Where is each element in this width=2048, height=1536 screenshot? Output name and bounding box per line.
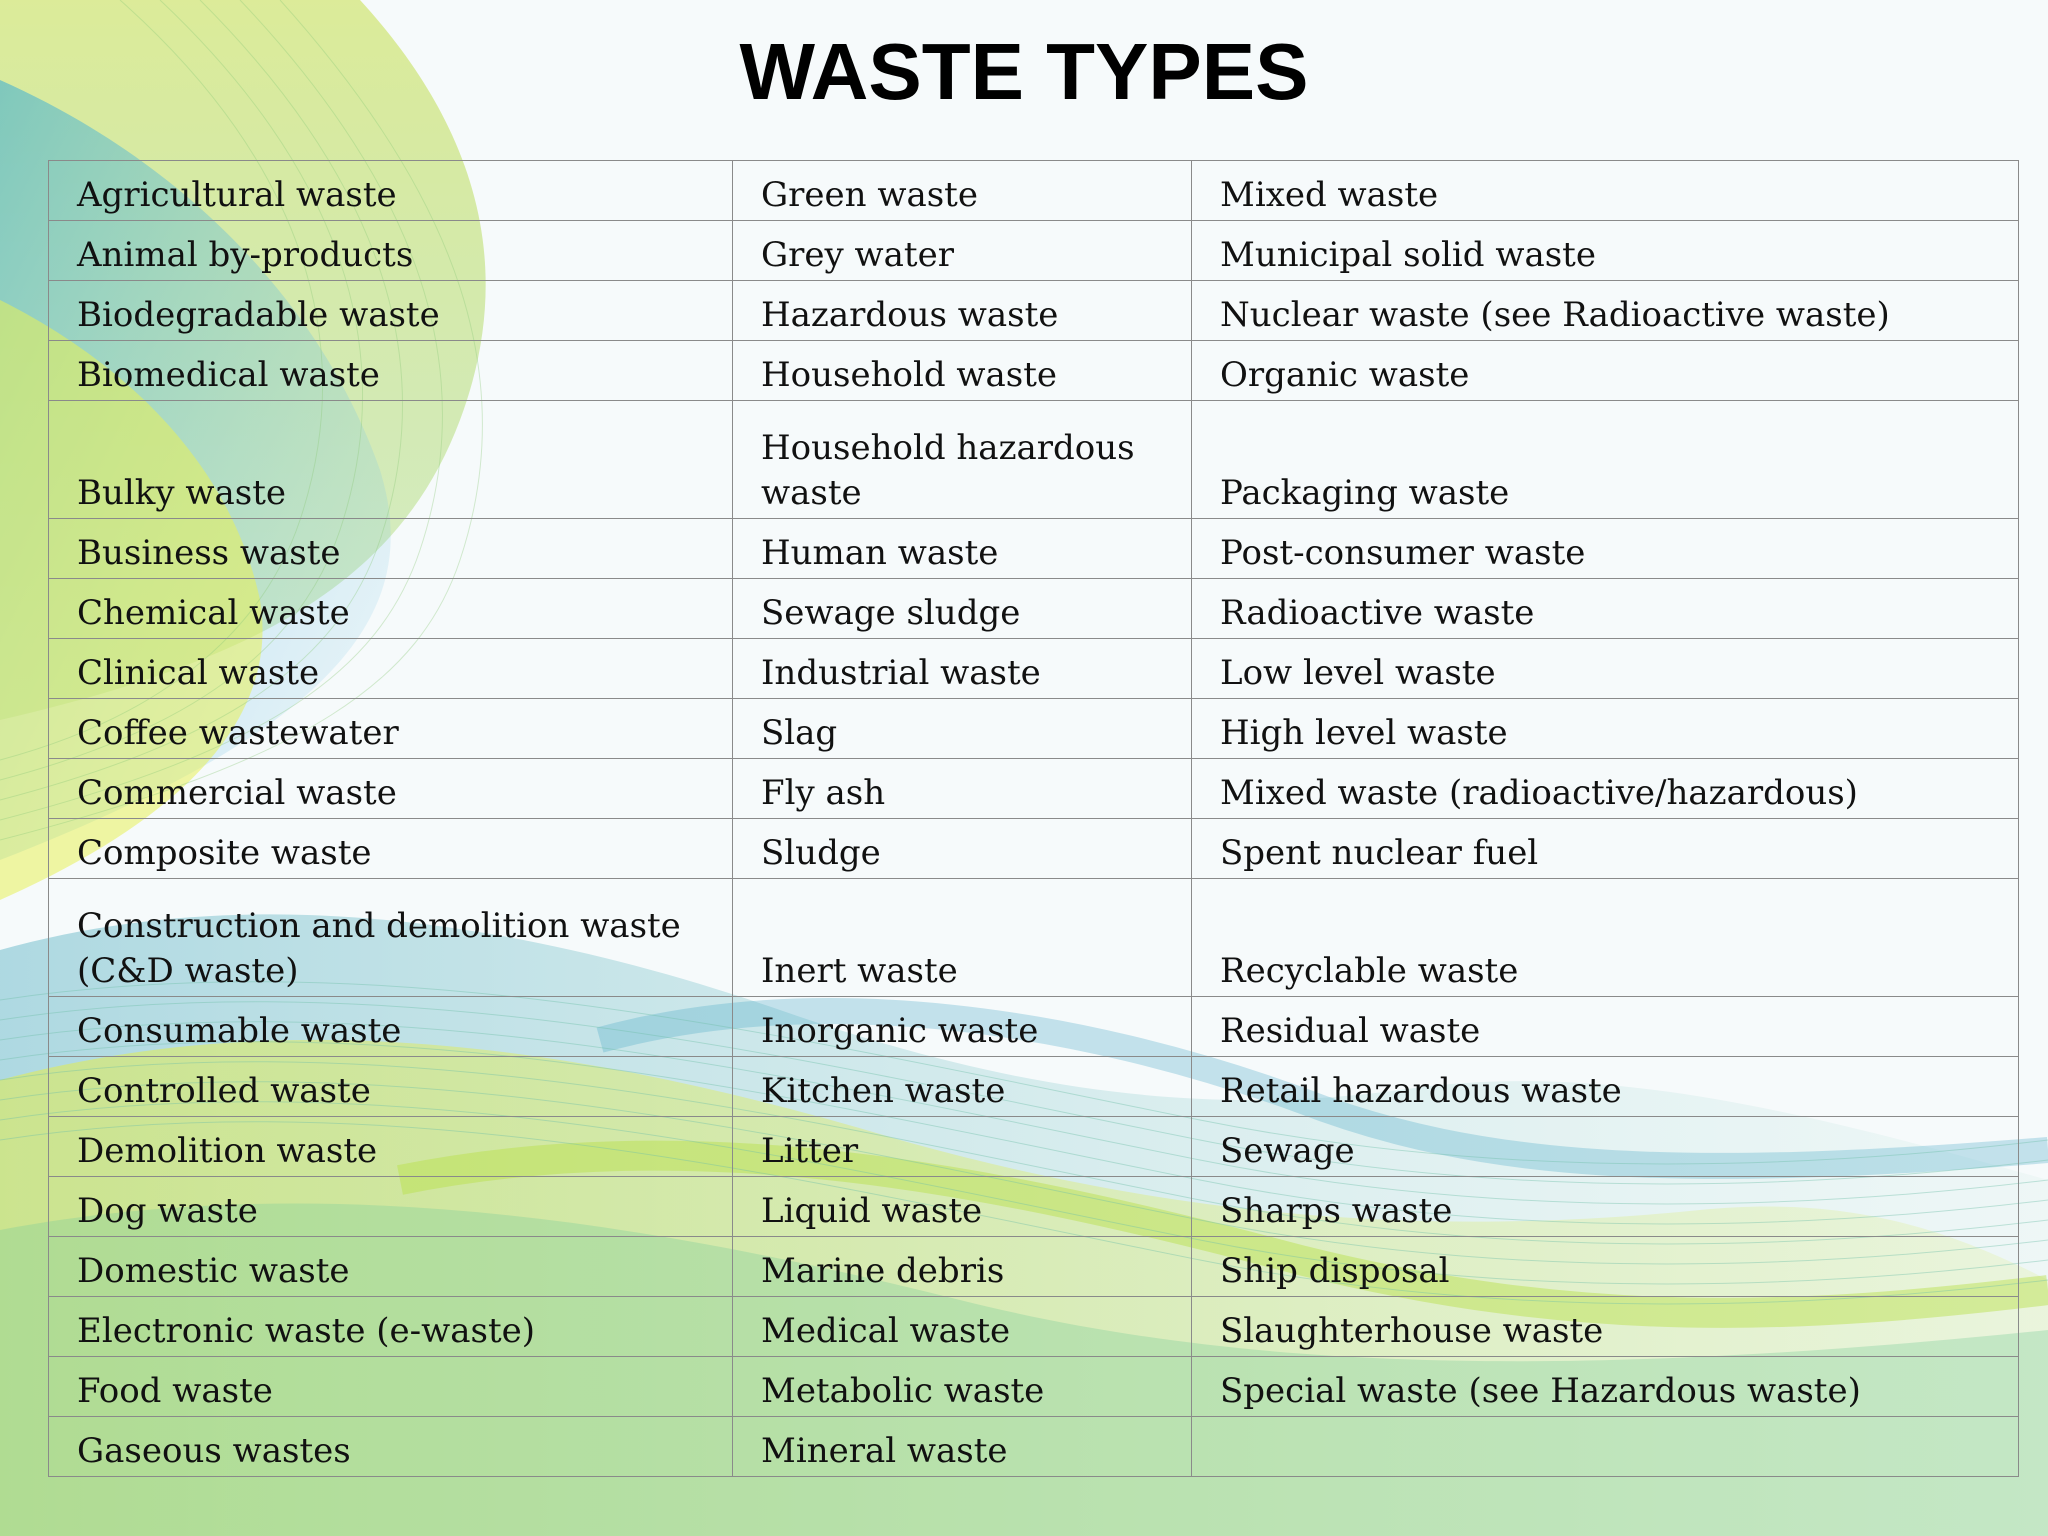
table-cell: Controlled waste: [48, 1056, 733, 1117]
table-cell: Medical waste: [732, 1296, 1192, 1357]
table-cell: Residual waste: [1191, 996, 2019, 1057]
table-cell: High level waste: [1191, 698, 2019, 759]
table-body: Agricultural waste Green waste Mixed waste…: [48, 160, 2019, 1477]
table-cell: Organic waste: [1191, 340, 2019, 401]
table-row: Composite waste Sludge Spent nuclear fuel: [48, 818, 2019, 879]
table-cell: Green waste: [732, 160, 1192, 221]
table-cell: [1191, 1416, 2019, 1477]
table-row: Animal by-products Grey water Municipal so…: [48, 220, 2019, 281]
table-row: Agricultural waste Green waste Mixed waste: [48, 160, 2019, 221]
table-cell: Industrial waste: [732, 638, 1192, 699]
table-cell: Special waste (see Hazardous waste): [1191, 1356, 2019, 1417]
table-cell: Electronic waste (e-waste): [48, 1296, 733, 1357]
table-cell: Consumable waste: [48, 996, 733, 1057]
table-row: Coffee wastewater Slag High level waste: [48, 698, 2019, 759]
table-cell: Business waste: [48, 518, 733, 579]
page-title: WASTE TYPES: [739, 27, 1309, 116]
table-cell: Construction and demolition waste (C&D w…: [48, 878, 733, 997]
table-row: Gaseous wastes Mineral waste: [48, 1416, 2019, 1477]
table-row: Demolition waste Litter Sewage: [48, 1116, 2019, 1177]
table-cell: Chemical waste: [48, 578, 733, 639]
table-row: Consumable waste Inorganic waste Residual …: [48, 996, 2019, 1057]
table-cell: Mixed waste: [1191, 160, 2019, 221]
table-cell: Household waste: [732, 340, 1192, 401]
table-cell: Mineral waste: [732, 1416, 1192, 1477]
table-cell: Commercial waste: [48, 758, 733, 819]
table-row: Biomedical waste Household waste Organic w…: [48, 340, 2019, 401]
table-row: Domestic waste Marine debris Ship disposal: [48, 1236, 2019, 1297]
table-cell: Spent nuclear fuel: [1191, 818, 2019, 879]
table-cell: Sludge: [732, 818, 1192, 879]
table-cell: Slag: [732, 698, 1192, 759]
table-cell: Radioactive waste: [1191, 578, 2019, 639]
table-cell: Liquid waste: [732, 1176, 1192, 1237]
table-cell: Litter: [732, 1116, 1192, 1177]
table-cell: Food waste: [48, 1356, 733, 1417]
table-cell: Clinical waste: [48, 638, 733, 699]
table-row: Business waste Human waste Post-consumer w…: [48, 518, 2019, 579]
table-row: Chemical waste Sewage sludge Radioactive w…: [48, 578, 2019, 639]
table-cell: Marine debris: [732, 1236, 1192, 1297]
table-row: Biodegradable waste Hazardous waste Nuclea…: [48, 280, 2019, 341]
table-cell: Nuclear waste (see Radioactive waste): [1191, 280, 2019, 341]
table-cell: Biomedical waste: [48, 340, 733, 401]
table-cell: Sharps waste: [1191, 1176, 2019, 1237]
table-row: Electronic waste (e-waste) Medical waste S…: [48, 1296, 2019, 1357]
table-cell: Agricultural waste: [48, 160, 733, 221]
table-cell: Human waste: [732, 518, 1192, 579]
table-cell: Domestic waste: [48, 1236, 733, 1297]
table-cell: Inert waste: [732, 878, 1192, 997]
table-cell: Grey water: [732, 220, 1192, 281]
table-cell: Retail hazardous waste: [1191, 1056, 2019, 1117]
table-cell: Composite waste: [48, 818, 733, 879]
table-row: Controlled waste Kitchen waste Retail haza…: [48, 1056, 2019, 1117]
table-cell: Demolition waste: [48, 1116, 733, 1177]
table-cell: Animal by-products: [48, 220, 733, 281]
table-cell: Post-consumer waste: [1191, 518, 2019, 579]
table-cell: Municipal solid waste: [1191, 220, 2019, 281]
table-row: Bulky waste Household hazardous waste Pack…: [48, 400, 2019, 519]
table-cell: Sewage sludge: [732, 578, 1192, 639]
table-cell: Packaging waste: [1191, 400, 2019, 519]
table-row: Clinical waste Industrial waste Low level …: [48, 638, 2019, 699]
table-cell: Mixed waste (radioactive/hazardous): [1191, 758, 2019, 819]
table-cell: Hazardous waste: [732, 280, 1192, 341]
table-cell: Recyclable waste: [1191, 878, 2019, 997]
waste-types-table: Agricultural waste Green waste Mixed waste…: [48, 160, 2019, 1477]
table-cell: Gaseous wastes: [48, 1416, 733, 1477]
table-row: Dog waste Liquid waste Sharps waste: [48, 1176, 2019, 1237]
table-cell: Kitchen waste: [732, 1056, 1192, 1117]
table-cell: Ship disposal: [1191, 1236, 2019, 1297]
table-cell: Household hazardous waste: [732, 400, 1192, 519]
table-row: Food waste Metabolic waste Special waste (…: [48, 1356, 2019, 1417]
table-cell: Metabolic waste: [732, 1356, 1192, 1417]
table-cell: Inorganic waste: [732, 996, 1192, 1057]
table-cell: Low level waste: [1191, 638, 2019, 699]
table-cell: Dog waste: [48, 1176, 733, 1237]
table-cell: Slaughterhouse waste: [1191, 1296, 2019, 1357]
table-cell: Bulky waste: [48, 400, 733, 519]
table-cell: Coffee wastewater: [48, 698, 733, 759]
table-row: Commercial waste Fly ash Mixed waste (radi…: [48, 758, 2019, 819]
table-row: Construction and demolition waste (C&D w…: [48, 878, 2019, 997]
table-cell: Sewage: [1191, 1116, 2019, 1177]
table-cell: Fly ash: [732, 758, 1192, 819]
table-cell: Biodegradable waste: [48, 280, 733, 341]
